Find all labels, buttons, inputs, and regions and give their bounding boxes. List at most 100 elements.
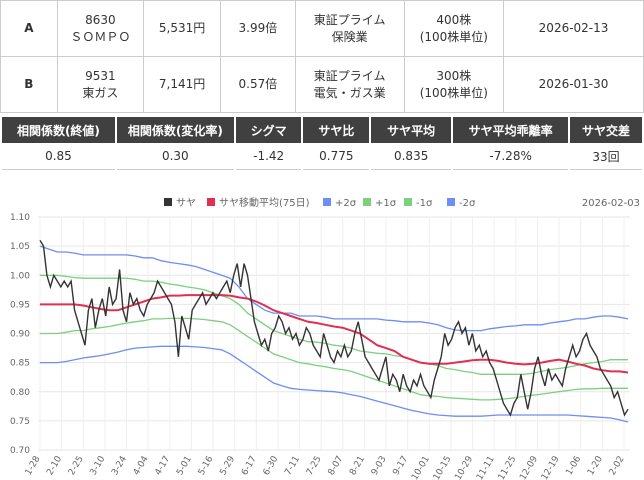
stat-header: サヤ平均乖離率 bbox=[451, 117, 571, 143]
x-tick-label: 6-30 bbox=[262, 454, 281, 477]
pair-row: A 8630 ＳＯＭＰＯ 5,531円 3.99倍 東証プライム 保険業 400株 (100株単… bbox=[0, 0, 644, 57]
market-sector-text: 東証プライム bbox=[313, 12, 386, 27]
y-tick-label: 0.95 bbox=[10, 300, 30, 310]
x-tick-label: 3-24 bbox=[110, 454, 129, 477]
y-tick-label: 0.90 bbox=[10, 330, 30, 340]
pair-row: B 9531 東ガス 7,141円 0.57倍 東証プライム 電気・ガス業 300株 (100株… bbox=[0, 56, 644, 113]
pair-label-text: B bbox=[24, 77, 34, 91]
stat-value: 0.85 bbox=[0, 143, 117, 170]
legend-swatch bbox=[323, 198, 331, 206]
stock-price-text: 5,531円 bbox=[158, 21, 206, 35]
ratio-text: 0.57倍 bbox=[238, 77, 278, 91]
shares-text: 400株 bbox=[436, 12, 472, 27]
x-tick-label: 4-04 bbox=[132, 454, 151, 477]
date-text: 2026-02-13 bbox=[538, 21, 609, 35]
x-tick-label: 2-10 bbox=[45, 454, 64, 477]
m1-line bbox=[40, 317, 628, 401]
legend-label: サヤ移動平均(75日) bbox=[219, 196, 310, 209]
stats-table: 相関係数(終値) 相関係数(変化率) シグマ サヤ比 サヤ平均 サヤ平均乖離率 サヤ交差 0… bbox=[0, 117, 644, 170]
stat-value: 0.835 bbox=[369, 143, 454, 170]
stock-code-name-text: ＳＯＭＰＯ bbox=[70, 29, 131, 44]
shares-text: (100株単位) bbox=[419, 85, 488, 100]
pair-label-text: A bbox=[24, 21, 34, 35]
m2-line bbox=[40, 345, 629, 423]
p1-line bbox=[40, 274, 628, 375]
x-tick-label: 5-16 bbox=[197, 454, 216, 477]
x-tick-label: 1-06 bbox=[564, 454, 583, 477]
x-tick-label: 9-17 bbox=[391, 455, 410, 478]
y-tick-label: 1.10 bbox=[10, 213, 30, 223]
shares: 400株 (100株単位) bbox=[403, 0, 505, 57]
legend-swatch bbox=[363, 198, 371, 206]
shares-text: 300株 bbox=[436, 68, 472, 83]
stat-header: サヤ交差 bbox=[568, 117, 644, 143]
date: 2026-02-13 bbox=[503, 0, 644, 57]
x-tick-label: 3-10 bbox=[89, 454, 108, 477]
x-tick-label: 6-17 bbox=[240, 455, 259, 478]
legend-swatch bbox=[447, 198, 455, 206]
x-tick-label: 7-11 bbox=[283, 455, 302, 478]
x-tick-label: 8-07 bbox=[327, 455, 346, 478]
saya-line bbox=[39, 239, 629, 417]
pair-label: A bbox=[0, 0, 58, 57]
legend-label: サヤ bbox=[176, 197, 196, 209]
x-tick-label: 1-28 bbox=[24, 454, 43, 477]
x-tick-label: 4-17 bbox=[153, 455, 172, 478]
market-sector: 東証プライム 保険業 bbox=[294, 0, 405, 57]
x-tick-label: 12-09 bbox=[518, 454, 540, 480]
ratio: 3.99倍 bbox=[220, 0, 296, 57]
pair-label: B bbox=[0, 56, 58, 113]
saya-chart: サヤ サヤ移動平均(75日) +2σ +1σ -1σ -2σ 2026-02-03 1.10 1… bbox=[10, 196, 640, 480]
x-tick-label: 10-29 bbox=[453, 454, 475, 480]
stat-header: 相関係数(終値) bbox=[0, 117, 117, 143]
y-tick-label: 1.05 bbox=[10, 242, 30, 252]
legend-label: -1σ bbox=[416, 198, 433, 209]
chart-date: 2026-02-03 bbox=[582, 198, 640, 209]
market-sector-text: 東証プライム bbox=[313, 68, 386, 83]
shares: 300株 (100株単位) bbox=[403, 56, 505, 113]
stock-code-name: 8630 ＳＯＭＰＯ bbox=[56, 0, 145, 57]
legend-swatch bbox=[164, 198, 172, 206]
stat-header: サヤ比 bbox=[301, 117, 372, 143]
y-tick-label: 0.85 bbox=[10, 359, 30, 369]
x-tick-label: 5-29 bbox=[218, 454, 237, 477]
pairs-table: A 8630 ＳＯＭＰＯ 5,531円 3.99倍 東証プライム 保険業 400株 (100株単… bbox=[0, 0, 644, 113]
market-sector-text: 電気・ガス業 bbox=[313, 85, 386, 100]
stock-code-name-text: 9531 bbox=[85, 68, 116, 83]
stock-code-name-text: 東ガス bbox=[82, 85, 119, 100]
stat-header: 相関係数(変化率) bbox=[114, 117, 236, 143]
x-tick-label: 5-01 bbox=[175, 455, 194, 478]
legend-swatch bbox=[207, 198, 215, 206]
y-tick-label: 1.00 bbox=[10, 271, 30, 281]
ratio-text: 3.99倍 bbox=[238, 21, 278, 35]
x-tick-label: 9-03 bbox=[370, 455, 389, 478]
stat-header: シグマ bbox=[233, 117, 304, 143]
x-tick-label: 7-25 bbox=[305, 455, 324, 478]
stat-value: 0.775 bbox=[301, 143, 372, 170]
x-tick-label: 10-15 bbox=[432, 455, 454, 480]
stock-price-text: 7,141円 bbox=[158, 77, 206, 91]
y-tick-label: 0.80 bbox=[10, 388, 30, 398]
p2-line bbox=[39, 245, 629, 332]
x-tick-label: 2-02 bbox=[608, 455, 627, 478]
x-tick-label: 11-11 bbox=[475, 455, 497, 480]
stock-price: 7,141円 bbox=[143, 56, 222, 113]
date-text: 2026-01-30 bbox=[538, 77, 609, 91]
date: 2026-01-30 bbox=[503, 56, 644, 113]
legend-label: -2σ bbox=[459, 198, 476, 209]
legend-swatch bbox=[404, 198, 412, 206]
legend-label: +2σ bbox=[335, 198, 357, 209]
x-tick-label: 2-25 bbox=[67, 455, 86, 478]
stat-value: 33回 bbox=[568, 143, 644, 170]
stat-value: -7.28% bbox=[451, 143, 571, 170]
y-tick-label: 0.75 bbox=[10, 417, 30, 427]
stat-value: 0.30 bbox=[114, 143, 236, 170]
legend-label: +1σ bbox=[375, 198, 397, 209]
stock-code-name: 9531 東ガス bbox=[56, 56, 145, 113]
ratio: 0.57倍 bbox=[220, 56, 296, 113]
market-sector-text: 保険業 bbox=[331, 29, 368, 44]
market-sector: 東証プライム 電気・ガス業 bbox=[294, 56, 405, 113]
stat-header: サヤ平均 bbox=[369, 117, 454, 143]
shares-text: (100株単位) bbox=[419, 29, 488, 44]
x-tick-label: 1-20 bbox=[586, 454, 605, 477]
